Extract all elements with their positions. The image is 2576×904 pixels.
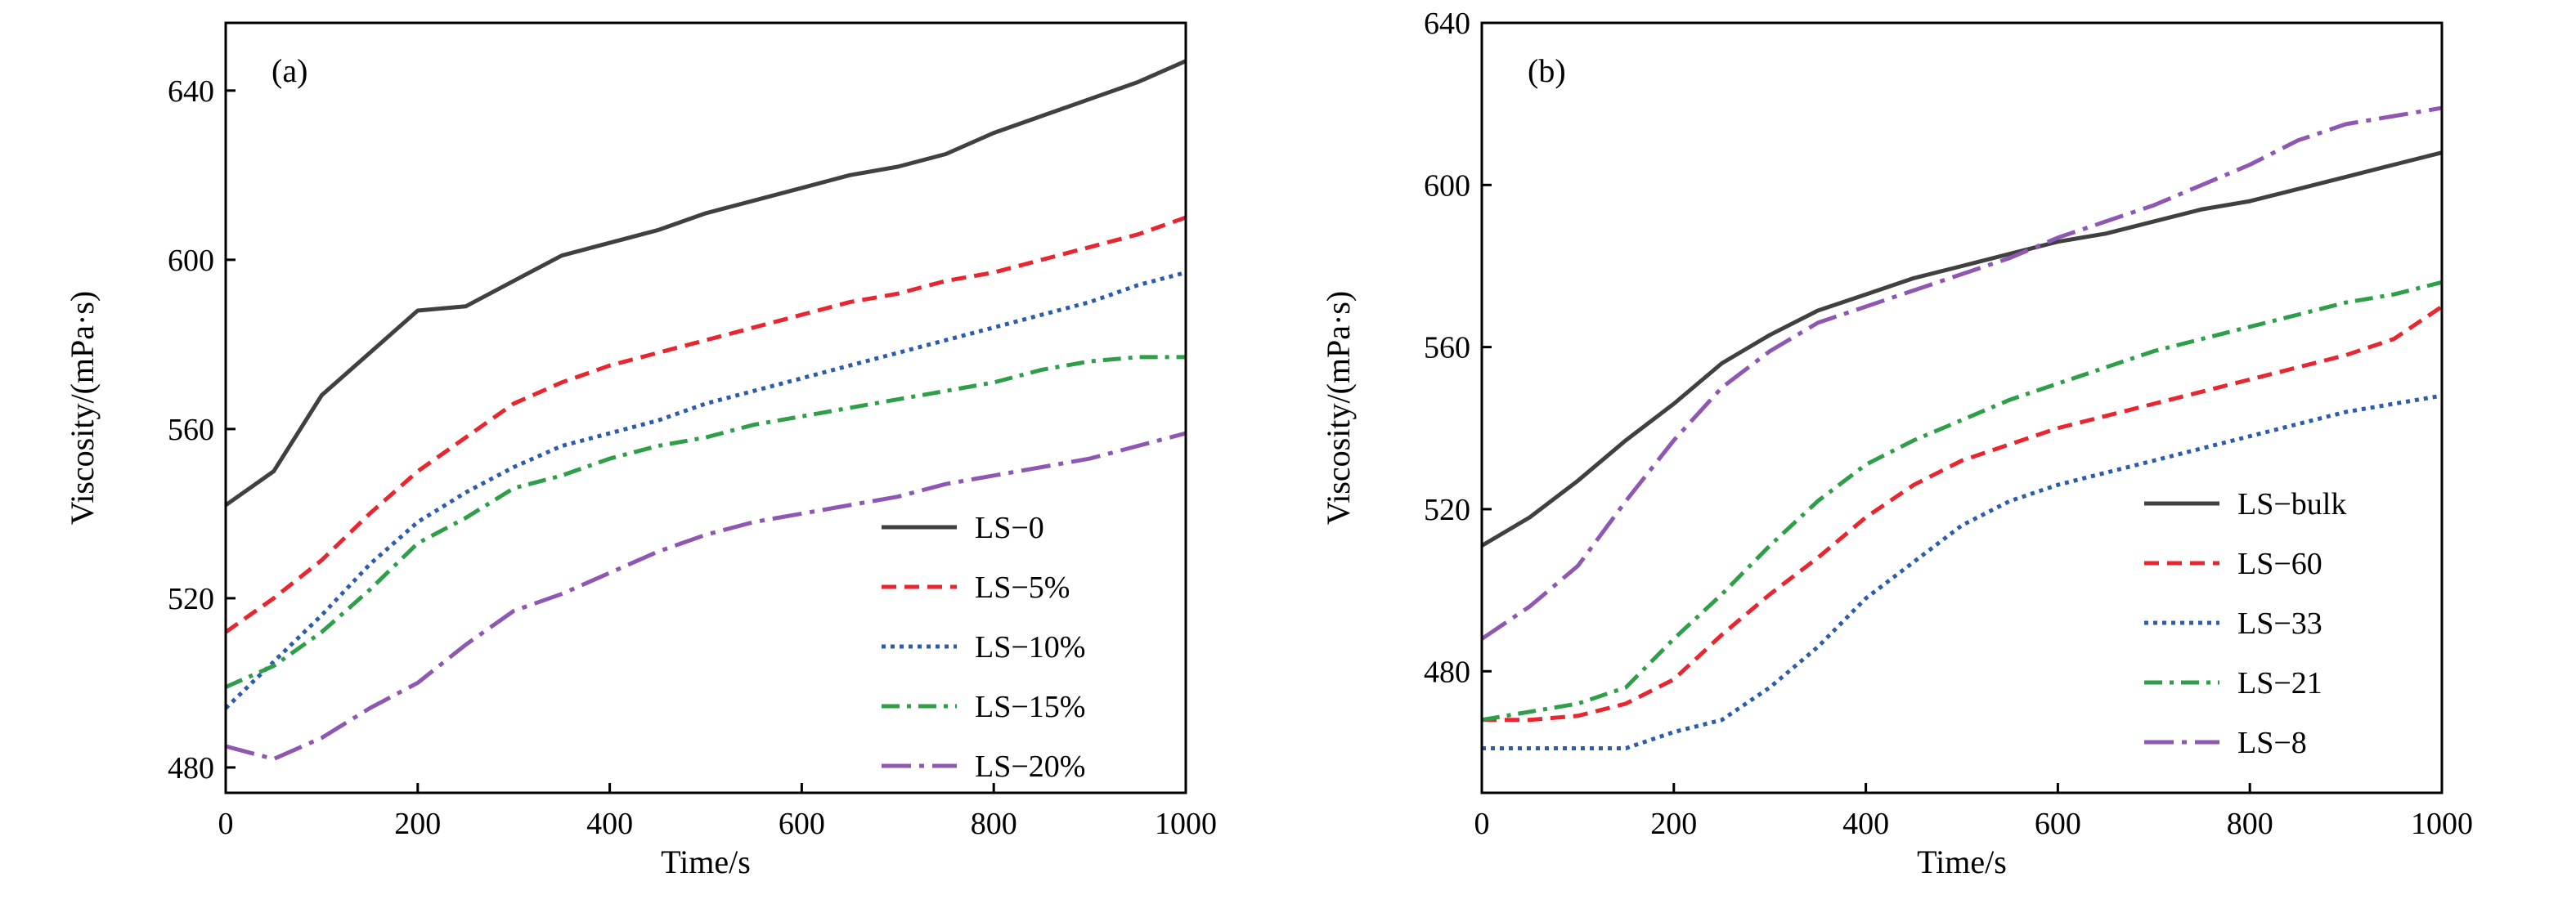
x-axis-title: Time/s <box>1917 844 2007 880</box>
panel-a: 0 200 400 600 800 1000 480 520 560 600 640 Time/s Vi… <box>64 21 1217 880</box>
y-tick-label: 600 <box>168 244 214 278</box>
plot-frame <box>224 21 1187 794</box>
panel-b: 0 200 400 600 800 1000 480 520 560 600 640 Time/s Vi… <box>1320 7 2473 880</box>
legend-label-5: LS−20% <box>975 750 1085 784</box>
y-tick-label: 600 <box>1424 168 1470 203</box>
x-tick-label: 400 <box>1842 807 1889 841</box>
x-tick-label: 800 <box>971 807 1017 841</box>
y-tick-label: 480 <box>168 751 214 785</box>
series-line-1 <box>226 59 1186 508</box>
x-axis-title: Time/s <box>661 844 751 880</box>
legend-label-2: LS−5% <box>975 571 1070 605</box>
x-tick-label: 1000 <box>2411 807 2473 841</box>
legend-label-3: LS−10% <box>975 630 1085 665</box>
y-axis-title: Viscosity/(mPa·s) <box>1320 291 1357 525</box>
x-tick-label: 1000 <box>1155 807 1217 841</box>
y-tick-label: 560 <box>168 413 214 447</box>
plot-frame <box>1480 21 2444 794</box>
series-line-2 <box>1482 305 2442 723</box>
y-axis-title: Viscosity/(mPa·s) <box>64 291 101 525</box>
legend-label-4: LS−15% <box>975 690 1085 724</box>
legend-label-4: LS−21 <box>2237 666 2322 700</box>
legend-label-2: LS−60 <box>2237 547 2322 581</box>
y-tick-label: 480 <box>1424 655 1470 689</box>
legend-label-3: LS−33 <box>2237 606 2322 641</box>
series-line-2 <box>226 215 1186 634</box>
legend-label-5: LS−8 <box>2237 726 2307 760</box>
y-tick-label: 640 <box>168 74 214 109</box>
legend-label-1: LS−bulk <box>2237 487 2346 521</box>
x-tick-label: 800 <box>2227 807 2273 841</box>
series-line-5 <box>226 431 1186 762</box>
x-tick-label: 200 <box>394 807 441 841</box>
y-tick-label: 520 <box>168 582 214 616</box>
y-tick-label: 520 <box>1424 493 1470 527</box>
x-tick-label: 600 <box>2035 807 2081 841</box>
x-tick-label: 0 <box>218 807 234 841</box>
series-line-4 <box>226 355 1186 689</box>
panel-label: (b) <box>1528 52 1566 89</box>
x-tick-label: 400 <box>586 807 633 841</box>
legend: LS−0 LS−5% LS−10% LS−15% LS−20% <box>882 511 1085 784</box>
panel-label: (a) <box>272 52 307 89</box>
y-tick-label: 560 <box>1424 331 1470 365</box>
x-tick-label: 600 <box>779 807 825 841</box>
legend: LS−bulk LS−60 LS−33 LS−21 LS−8 <box>2144 487 2346 760</box>
series-line-1 <box>1482 150 2442 548</box>
x-tick-label: 0 <box>1474 807 1490 841</box>
x-tick-label: 200 <box>1650 807 1697 841</box>
series-line-3 <box>226 270 1186 710</box>
series-line-5 <box>1482 105 2442 641</box>
y-tick-label: 640 <box>1424 7 1470 41</box>
legend-label-1: LS−0 <box>975 511 1044 545</box>
